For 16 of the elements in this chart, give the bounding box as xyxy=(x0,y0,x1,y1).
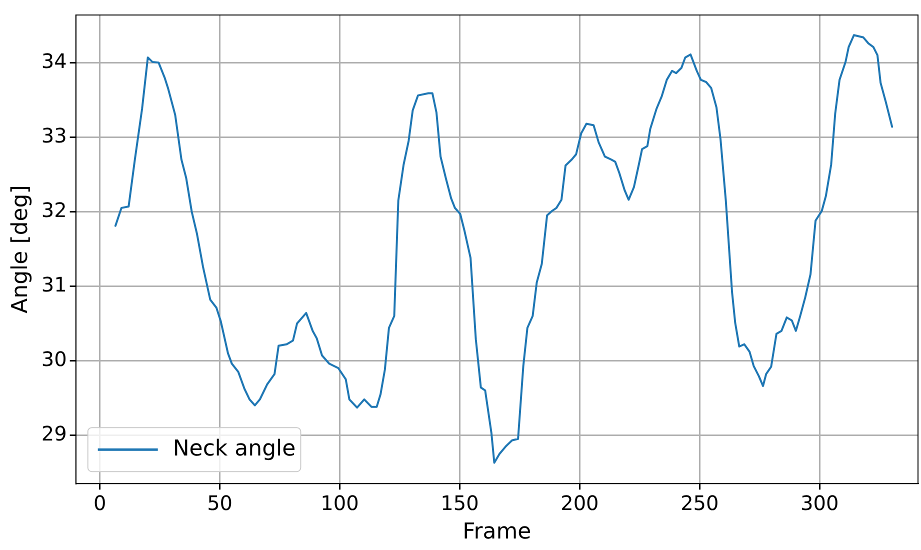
x-tick-label: 300 xyxy=(800,490,839,515)
y-tick-label: 29 xyxy=(41,421,67,446)
x-tick-label: 250 xyxy=(680,490,719,515)
x-axis-title: Frame xyxy=(462,520,532,545)
x-tick-label: 200 xyxy=(560,490,599,515)
x-tick-label: 150 xyxy=(440,490,479,515)
x-tick-label: 0 xyxy=(93,490,106,515)
legend-label: Neck angle xyxy=(172,436,296,462)
x-tick-label: 50 xyxy=(207,490,233,515)
y-tick-label: 34 xyxy=(41,48,67,73)
y-tick-label: 32 xyxy=(41,198,67,222)
y-tick-label: 33 xyxy=(41,123,67,148)
y-tick-label: 31 xyxy=(41,272,67,296)
y-tick-label: 30 xyxy=(41,346,67,371)
x-tick-label: 100 xyxy=(320,490,359,515)
y-axis-title: Angle [deg] xyxy=(8,185,33,314)
